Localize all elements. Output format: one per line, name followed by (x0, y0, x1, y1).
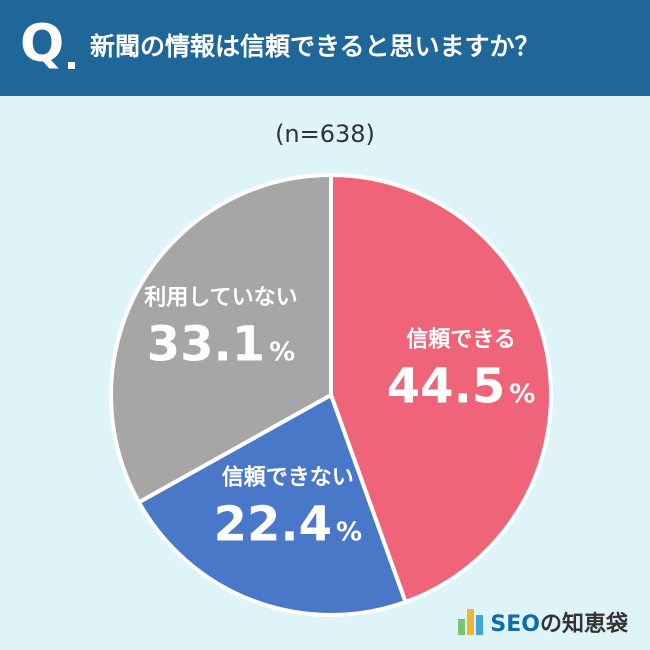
slice-category-label: 利用していない (144, 285, 297, 310)
q-dot (68, 62, 75, 69)
pie-slice (109, 173, 333, 505)
slice-value-label: 33.1% (147, 316, 296, 372)
q-mark: Q (20, 14, 65, 74)
question-title: 新聞の情報は信頼できると思いますか？ (90, 32, 540, 61)
sample-size: (n=638) (275, 120, 375, 148)
slice-value-label: 22.4% (214, 496, 363, 552)
brand-logo-icon (458, 609, 484, 635)
brand-name: SEOの知恵袋 (490, 606, 628, 638)
slice-category-label: 信頼できる (406, 326, 516, 352)
brand-name-jp: の知恵袋 (539, 612, 628, 637)
slice-category-label: 信頼できない (222, 464, 354, 490)
pie-slice (136, 393, 408, 617)
question-header: Q 新聞の情報は信頼できると思いますか？ (0, 0, 650, 96)
brand-logo-block: SEOの知恵袋 (458, 606, 628, 638)
pie-slice (329, 173, 553, 604)
brand-name-en: SEO (490, 612, 540, 637)
slice-value-label: 44.5% (387, 358, 536, 414)
